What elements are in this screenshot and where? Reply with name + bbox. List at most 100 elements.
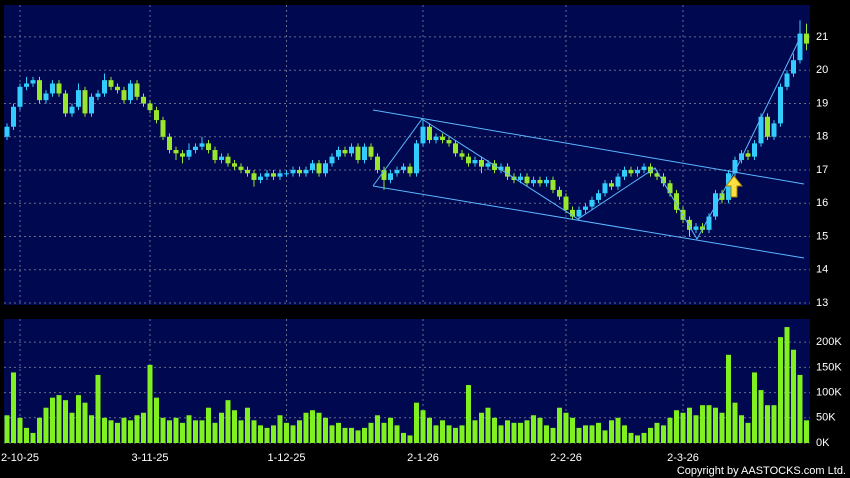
volume-bar [433,425,439,443]
volume-bar [349,427,354,443]
candle-body [544,179,549,184]
candle-body [609,183,614,187]
volume-bar [310,410,315,443]
candle-body [466,156,471,164]
volume-bar [76,395,81,443]
volume-tick-label: 50K [816,412,836,424]
candle-body [297,169,302,174]
x-tick-label: 2-2-26 [550,452,582,464]
candle-body [687,219,692,230]
candle-body [654,173,660,177]
volume-bar [713,407,718,443]
zigzag [372,37,801,241]
candle-body [758,116,764,144]
volume-bar [745,422,751,443]
volume-bar [199,420,205,443]
volume-bar [700,405,705,443]
candle-body [667,183,673,194]
candle-body [4,126,10,137]
volume-bar [336,422,341,443]
candle-body [362,146,367,160]
volume-bar [128,420,133,443]
y-tick-label: 18 [816,131,828,143]
candle-body [17,86,23,107]
candle-body [160,120,166,137]
volume-bar [420,410,426,443]
candle-body [115,86,120,91]
volume-bar [752,372,757,443]
volume-bar [446,425,452,443]
y-tick-label: 15 [816,230,828,242]
volume-bar [492,417,497,443]
candle-body [95,93,101,97]
volume-bar [726,354,731,443]
volume-bar [667,417,673,443]
volume-bar [342,427,348,443]
volume-bar [167,420,172,443]
candle-body [745,153,751,157]
volume-bar [453,427,458,443]
candle-body [193,146,198,151]
volume-bar [583,425,588,443]
candle-body [765,116,770,137]
volume-bar [732,402,738,443]
y-tick-label: 21 [816,31,828,43]
candle-body [154,110,159,121]
candle-body [778,86,783,124]
candle-body [641,166,647,170]
volume-bar [622,425,627,443]
volume-bar [173,417,179,443]
volume-bar [615,417,621,443]
volume-bar [648,427,653,443]
volume-bar [531,415,536,443]
volume-bar [121,417,127,443]
volume-bar [329,425,335,443]
candle-body [706,216,712,230]
candle-body [368,146,374,157]
x-tick-label: 1-12-25 [268,452,306,464]
y-tick-label: 13 [816,297,828,309]
volume-tick-label: 100K [816,386,842,398]
volume-bar [264,427,270,443]
candle-body [550,179,556,190]
candle-body [719,193,725,200]
volume-bar [557,407,562,443]
y-tick-label: 17 [816,164,828,176]
volume-bar [50,397,55,443]
volume-bar [479,412,484,443]
candle-body [635,169,640,174]
volume-bar [206,407,211,443]
volume-bar [290,425,296,443]
candle-body [277,173,283,177]
volume-bar [602,430,608,443]
volume-bar [414,402,419,443]
candle-body [24,83,29,87]
volume-bar [609,420,614,443]
candle-body [336,150,341,157]
volume-bar [394,425,400,443]
volume-bar [804,420,809,443]
candle-body [784,73,790,87]
volume-bar [180,422,185,443]
candle-body [394,169,400,174]
candle-body [225,156,231,164]
candle-body [570,209,575,217]
volume-bar [219,412,224,443]
volume-bar [43,407,49,443]
channel-lower [372,185,805,259]
candle-body [492,163,497,170]
candle-body [206,143,211,151]
volume-bar [388,417,393,443]
candle-body [212,150,218,160]
candle-body [602,183,608,194]
candle-body [752,143,757,157]
candle-body [732,159,738,174]
candle-body [498,166,504,170]
volume-bar [186,415,192,443]
candle-body [739,153,744,160]
volume-bar [271,425,276,443]
volume-bar [95,374,101,443]
volume-bar [108,420,114,443]
volume-bar [518,422,523,443]
